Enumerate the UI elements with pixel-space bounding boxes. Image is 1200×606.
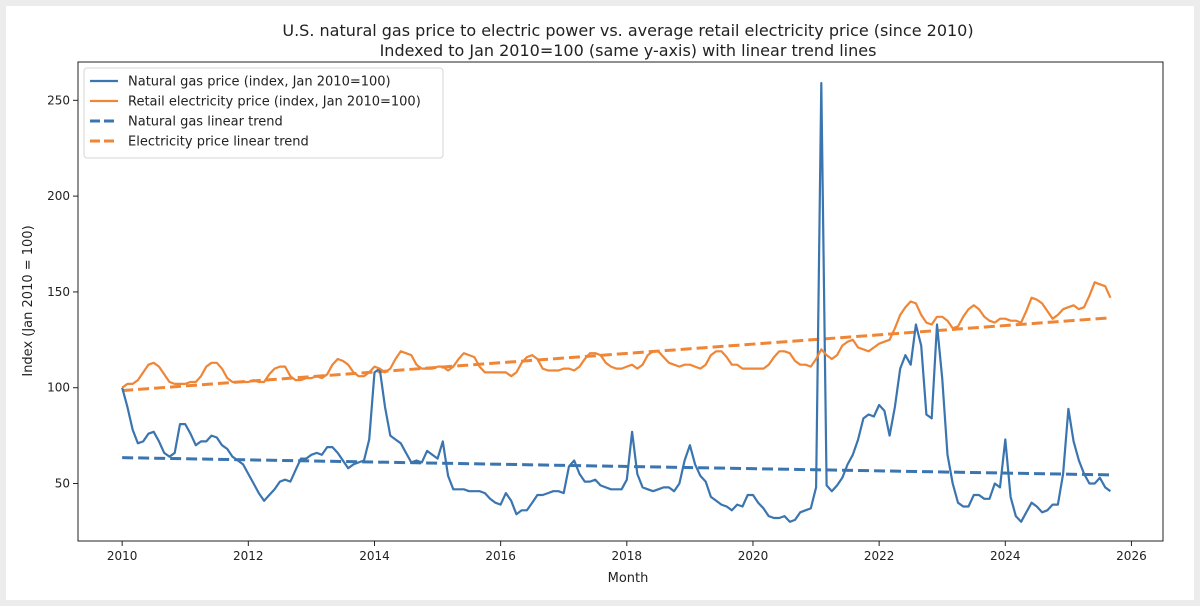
y-tick-label: 150 xyxy=(47,285,70,299)
y-axis: 50 100 150 200 250 xyxy=(47,93,78,491)
x-tick-label: 2022 xyxy=(864,549,895,563)
x-tick-label: 2014 xyxy=(359,549,390,563)
series-line-4 xyxy=(122,316,1111,393)
series-line-1 xyxy=(121,81,1112,523)
legend: Natural gas price (index, Jan 2010=100) R… xyxy=(83,67,444,159)
x-tick-label: 2016 xyxy=(485,549,516,563)
y-axis-label: Index (Jan 2010 = 100) xyxy=(21,225,36,376)
series-line-3 xyxy=(122,456,1111,477)
legend-label: Electricity price linear trend xyxy=(128,135,309,150)
y-tick-label: 50 xyxy=(55,477,70,491)
chart-title: U.S. natural gas price to electric power… xyxy=(282,21,973,40)
x-tick-label: 2018 xyxy=(612,549,643,563)
x-tick-label: 2010 xyxy=(107,549,138,563)
x-axis: 2010 2012 2014 2016 2018 2020 2022 2024 2026 xyxy=(107,541,1147,563)
legend-label: Natural gas linear trend xyxy=(128,115,283,130)
x-tick-label: 2026 xyxy=(1116,549,1147,563)
y-tick-label: 200 xyxy=(47,189,70,203)
x-tick-label: 2024 xyxy=(990,549,1021,563)
legend-box xyxy=(83,67,444,159)
legend-label: Retail electricity price (index, Jan 201… xyxy=(128,95,421,110)
chart-subtitle: Indexed to Jan 2010=100 (same y-axis) wi… xyxy=(380,41,877,60)
y-tick-label: 100 xyxy=(47,381,70,395)
y-tick-label: 250 xyxy=(47,93,70,107)
plot-area xyxy=(121,81,1112,523)
series-line-2 xyxy=(121,281,1112,389)
x-tick-label: 2012 xyxy=(233,549,264,563)
x-tick-label: 2020 xyxy=(738,549,769,563)
plot-frame xyxy=(77,61,1164,542)
legend-label: Natural gas price (index, Jan 2010=100) xyxy=(128,75,391,90)
x-axis-label: Month xyxy=(608,571,649,586)
